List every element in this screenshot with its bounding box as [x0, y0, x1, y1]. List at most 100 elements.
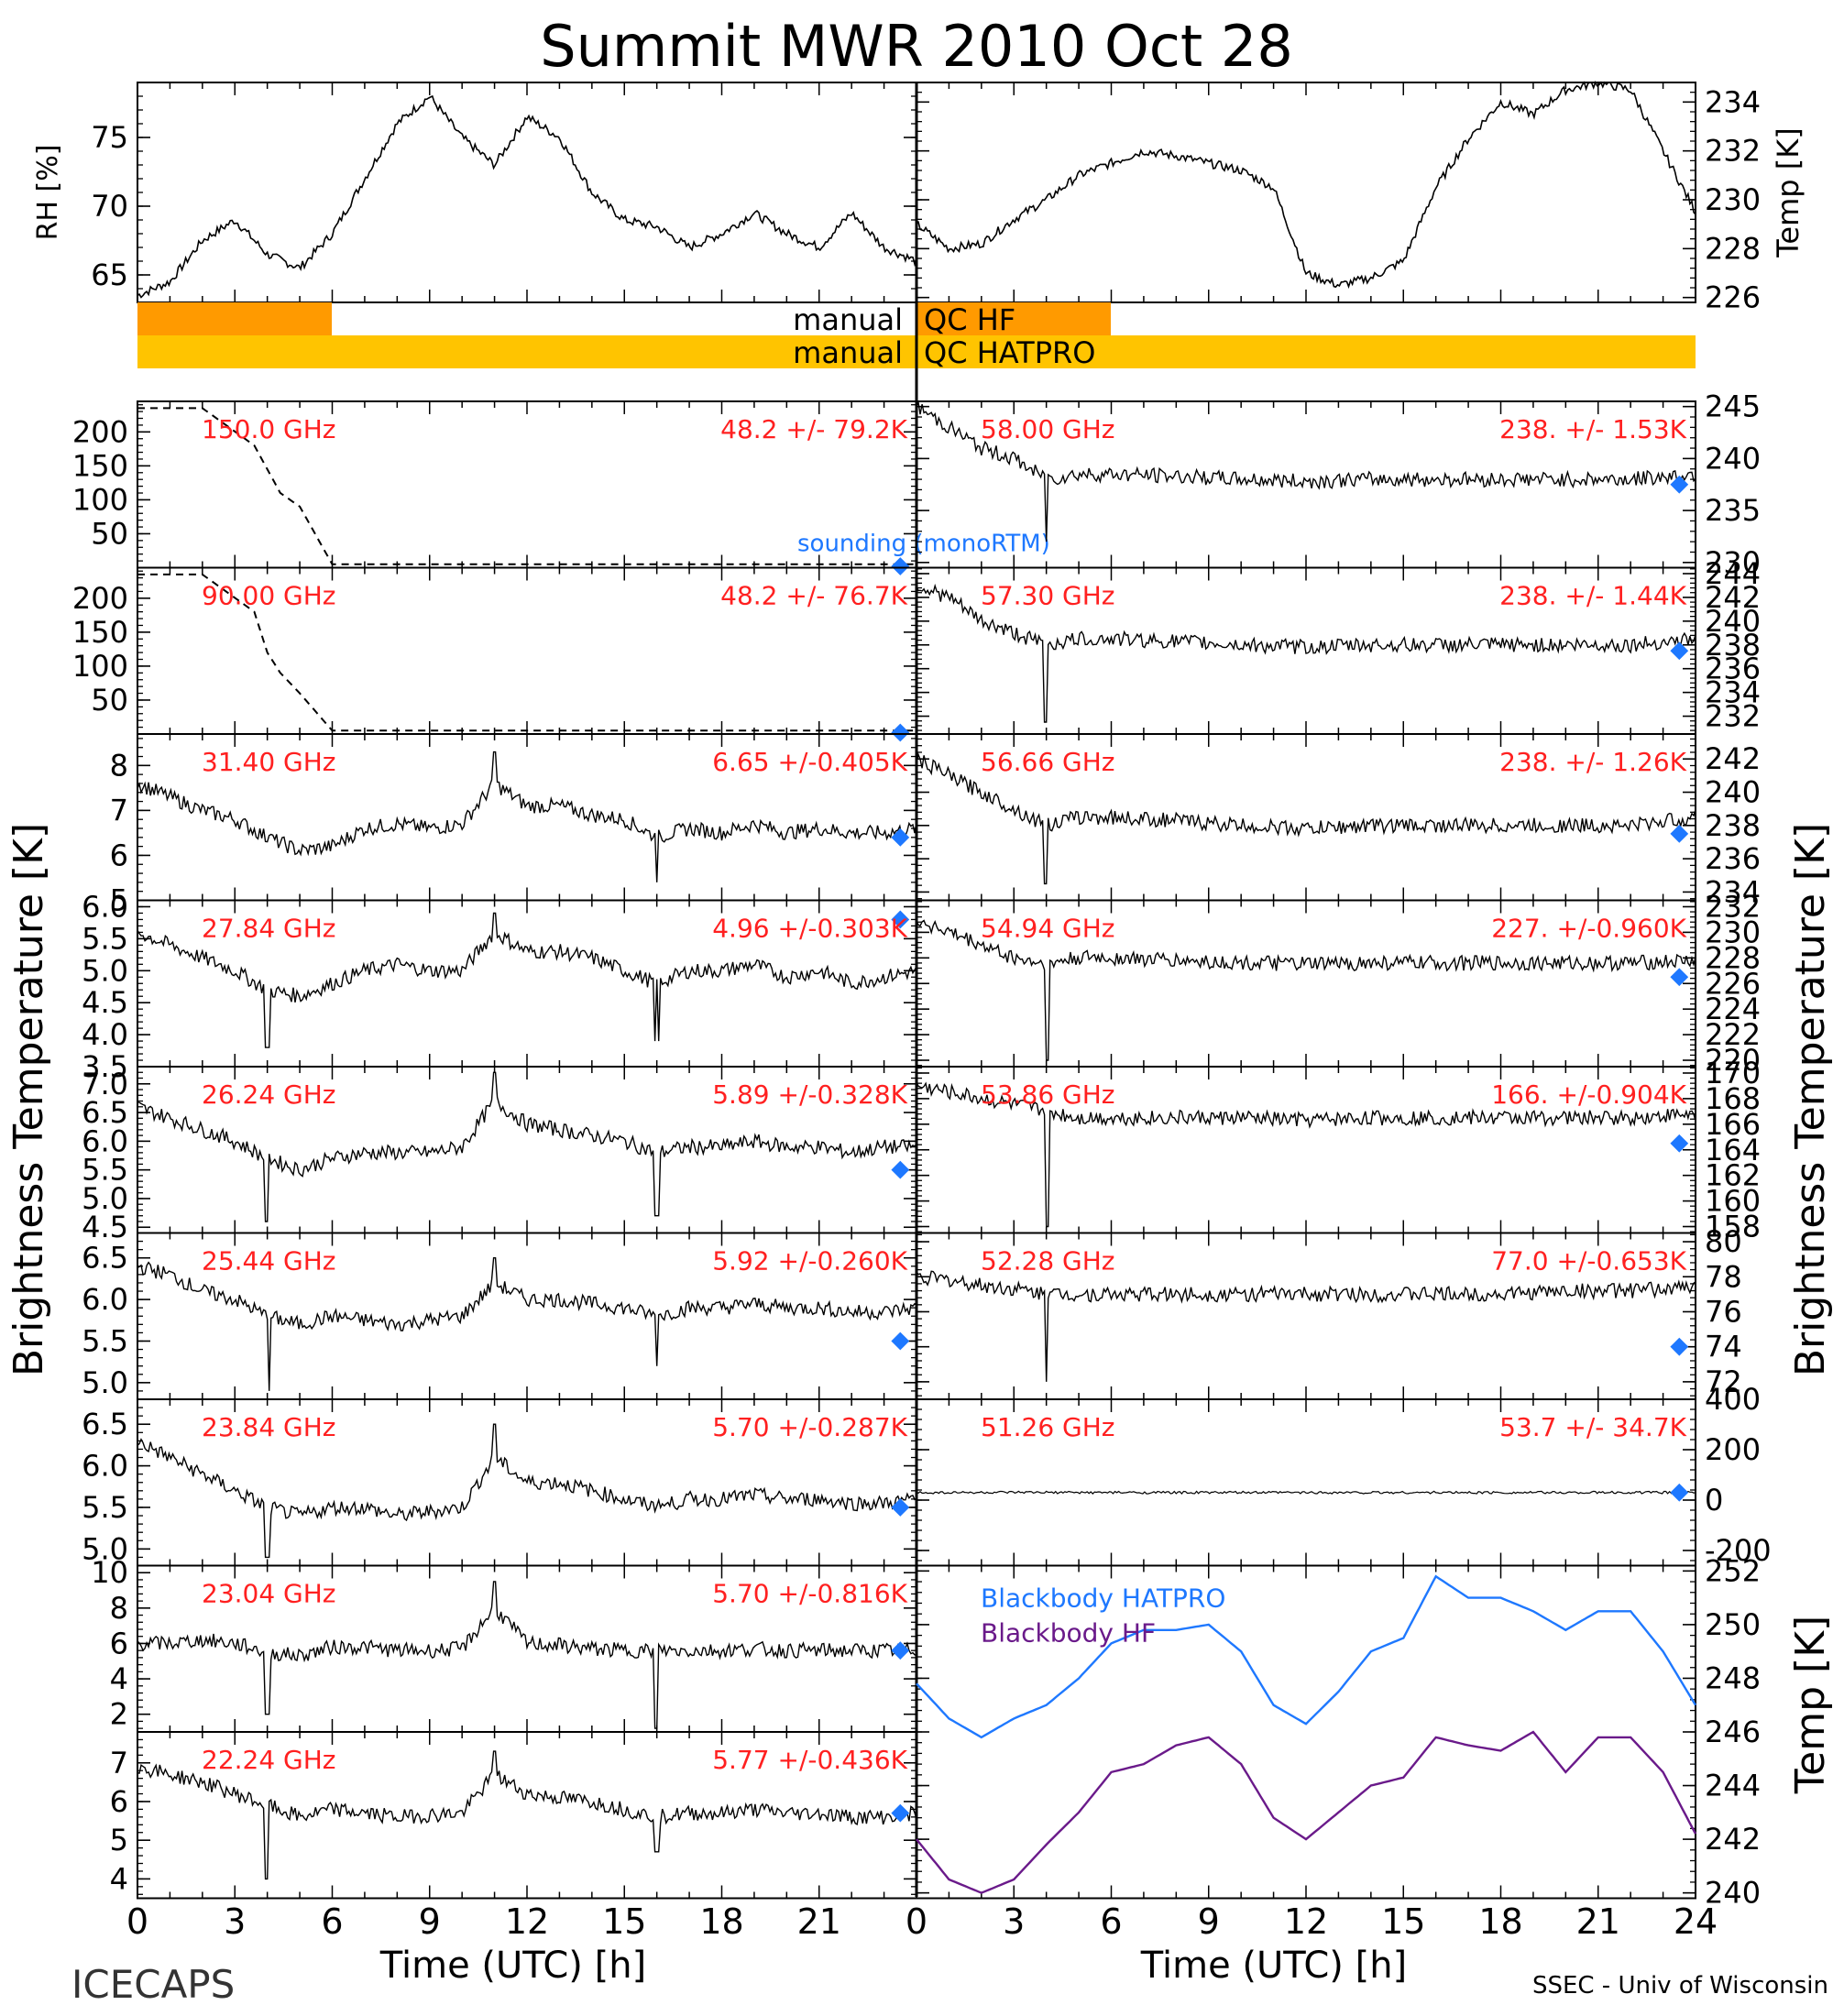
- rh-axis-label: RH [%]: [32, 145, 64, 241]
- y-tick-label: 246: [1705, 1715, 1761, 1749]
- panel-f2624: 4.55.05.56.06.57.0 26.24 GHz 5.89 +/-0.328…: [82, 1066, 917, 1244]
- stat-label: 166. +/-0.904K: [1491, 1079, 1686, 1110]
- y-tick-label: 166: [1705, 1107, 1761, 1142]
- footer-left: ICECAPS: [71, 1962, 235, 2007]
- series-trace: [137, 573, 916, 732]
- y-tick-label: 230: [1705, 545, 1761, 580]
- y-tick-label: 240: [1705, 604, 1761, 639]
- sounding-marker: [891, 1803, 910, 1823]
- y-tick-label: 245: [1705, 389, 1761, 424]
- panel-f5126: -200 0 200 400 51.26 GHz 53.7 +/- 34.7K: [916, 1382, 1772, 1568]
- time-axis-label-left: Time (UTC) [h]: [379, 1945, 646, 1987]
- sounding-marker: [891, 723, 910, 742]
- y-tick-label: 150: [72, 448, 128, 483]
- sounding-marker: [1670, 641, 1689, 661]
- sounding-marker: [891, 1641, 910, 1660]
- stat-label: 238. +/- 1.53K: [1499, 414, 1686, 444]
- flag-manual-1: manual: [793, 302, 903, 337]
- y-tick-label: 6.5: [82, 1241, 128, 1276]
- y-tick-label: 76: [1705, 1294, 1742, 1329]
- y-tick-label: 6: [110, 838, 128, 872]
- y-tick-label: 224: [1705, 992, 1761, 1026]
- temp-frame: [916, 82, 1696, 303]
- y-tick-label: 200: [72, 581, 128, 616]
- freq-label: 26.24 GHz: [202, 1079, 336, 1110]
- y-tick-label: 4.5: [82, 985, 128, 1020]
- y-tick-label: 10: [91, 1555, 128, 1590]
- y-tick-label: 170: [1705, 1056, 1761, 1090]
- y-tick-label: 6.0: [82, 889, 128, 924]
- y-tick-label: 240: [1705, 441, 1761, 476]
- y-tick-label: 5.5: [82, 1490, 128, 1525]
- flag-manual-2: manual: [793, 335, 903, 370]
- bt-axis-label-left: Brightness Temperature [K]: [5, 823, 52, 1376]
- rh-series-line: [137, 94, 917, 299]
- panel-frame: [916, 1564, 1696, 1900]
- x-tick-label: 12: [1284, 1901, 1328, 1942]
- y-tick-label: 6.0: [82, 1449, 128, 1484]
- temp-ticks: 226 228 230 232 234: [916, 82, 1761, 315]
- x-tick-label: 18: [699, 1901, 743, 1942]
- bb-legend-label: Blackbody HF: [981, 1618, 1156, 1649]
- time-axis-right: 0 3 6 9 12 15 18 21 24: [906, 1901, 1718, 1942]
- y-tick-label: 2: [110, 1697, 128, 1732]
- y-tick-label: 242: [1705, 1822, 1761, 1857]
- series-trace: [916, 1270, 1696, 1382]
- y-tick-label: 8: [110, 1591, 128, 1626]
- y-tick-label: 5: [110, 1823, 128, 1857]
- y-tick-label: 158: [1705, 1210, 1761, 1244]
- y-tick-label: 5.0: [82, 1365, 128, 1400]
- series-trace: [916, 1490, 1696, 1496]
- stat-label: 238. +/- 1.26K: [1499, 747, 1686, 777]
- x-tick-label: 3: [1003, 1901, 1025, 1942]
- series-trace: [137, 1750, 917, 1880]
- y-tick-label: 5.0: [82, 1181, 128, 1216]
- y-tick-label: 228: [1705, 231, 1761, 266]
- y-tick-label: 236: [1705, 652, 1761, 686]
- y-tick-label: 228: [1705, 940, 1761, 975]
- sounding-marker: [1670, 1134, 1689, 1153]
- panel-f2224: 4 5 6 7 22.24 GHz 5.77 +/-0.436K: [110, 1731, 917, 1900]
- rh-ticks: 65 70 75: [91, 82, 917, 303]
- temp-axis-label: Temp [K]: [1771, 127, 1806, 257]
- qc-hf-bar-right: [916, 302, 1111, 335]
- stat-label: 5.77 +/-0.436K: [712, 1745, 907, 1775]
- y-tick-label: 50: [91, 683, 128, 718]
- y-tick-label: 242: [1705, 580, 1761, 615]
- freq-label: 27.84 GHz: [202, 914, 336, 944]
- freq-label: 31.40 GHz: [202, 747, 336, 777]
- stat-label: 48.2 +/- 79.2K: [720, 414, 907, 444]
- x-tick-label: 15: [602, 1901, 646, 1942]
- series-trace: [916, 919, 1696, 1061]
- y-tick-label: 220: [1705, 1043, 1761, 1078]
- y-tick-label: 164: [1705, 1133, 1761, 1167]
- freq-label: 22.24 GHz: [202, 1745, 336, 1775]
- series-trace: [137, 1257, 917, 1391]
- y-tick-label: 222: [1705, 1017, 1761, 1052]
- panel-f2784: 3.54.04.55.05.56.0 27.84 GHz 4.96 +/-0.303…: [82, 889, 917, 1084]
- bb-series-line: [916, 1574, 1697, 1739]
- y-tick-label: 248: [1705, 1660, 1761, 1695]
- y-tick-label: 240: [1705, 1876, 1761, 1911]
- series-trace: [916, 752, 1696, 885]
- y-tick-label: 6: [110, 1784, 128, 1819]
- bb-series-line: [916, 1730, 1697, 1894]
- flag-qc-hatpro: QC HATPRO: [924, 335, 1095, 370]
- series-trace: [137, 912, 917, 1048]
- freq-label: 53.86 GHz: [981, 1079, 1115, 1110]
- sounding-marker: [891, 910, 910, 929]
- sounding-note: sounding (monoRTM): [797, 531, 1050, 558]
- y-tick-label: 234: [1705, 675, 1761, 710]
- freq-label: 56.66 GHz: [981, 747, 1115, 777]
- y-tick-label: 160: [1705, 1184, 1761, 1219]
- sounding-marker: [891, 827, 910, 847]
- x-tick-label: 9: [419, 1901, 441, 1942]
- freq-label: 58.00 GHz: [981, 414, 1115, 444]
- y-tick-label: 150: [72, 615, 128, 650]
- y-tick-label: 70: [91, 189, 128, 224]
